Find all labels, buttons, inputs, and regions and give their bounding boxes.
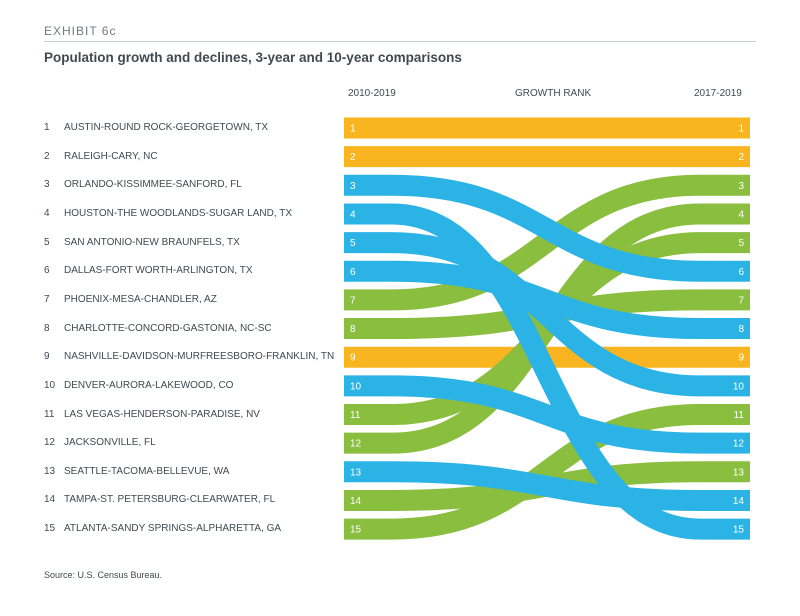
metro-rank: 7: [44, 293, 50, 305]
rank-band-growth: [344, 404, 750, 540]
metro-rank: 2: [44, 150, 50, 162]
right-rank-label: 12: [733, 439, 745, 450]
right-rank-label: 7: [738, 295, 744, 306]
left-rank-label: 12: [350, 439, 362, 450]
source-note: Source: U.S. Census Bureau.: [44, 570, 163, 580]
right-rank-label: 15: [733, 525, 745, 536]
metro-rank: 5: [44, 236, 50, 248]
rank-band-decline: [344, 203, 750, 540]
rank-band-decline: [344, 375, 750, 454]
left-rank-label: 2: [350, 152, 356, 163]
right-rank-label: 9: [738, 353, 744, 364]
right-rank-label: 10: [733, 381, 745, 392]
right-rank-label: 1: [738, 124, 744, 135]
metro-name: RALEIGH-CARY, NC: [64, 150, 158, 162]
metro-rank: 10: [44, 379, 56, 391]
metro-name: CHARLOTTE-CONCORD-GASTONIA, NC-SC: [64, 322, 272, 334]
left-rank-label: 6: [350, 267, 356, 278]
right-rank-label: 5: [738, 238, 744, 249]
metro-rank: 8: [44, 322, 50, 334]
left-rank-label: 4: [350, 209, 356, 220]
center-column-header: GROWTH RANK: [515, 88, 592, 99]
left-rank-label: 11: [350, 410, 361, 421]
left-rank-label: 9: [350, 353, 356, 364]
right-rank-label: 2: [738, 152, 744, 163]
right-rank-label: 11: [734, 410, 745, 421]
rank-band-decline: [344, 260, 750, 340]
metro-rank: 4: [44, 207, 50, 219]
left-rank-label: 15: [350, 525, 362, 536]
left-column-header: 2010-2019: [348, 88, 396, 99]
metro-rank: 11: [44, 408, 55, 420]
right-rank-label: 3: [738, 181, 744, 192]
right-rank-label: 8: [738, 324, 744, 335]
right-rank-label: 6: [738, 267, 744, 278]
metro-name: DALLAS-FORT WORTH-ARLINGTON, TX: [64, 265, 253, 277]
left-rank-label: 3: [350, 181, 356, 192]
header-divider: [44, 41, 756, 42]
metro-name: ORLANDO-KISSIMMEE-SANFORD, FL: [64, 179, 242, 191]
left-rank-label: 7: [350, 295, 356, 306]
right-rank-label: 14: [733, 496, 745, 507]
rank-band-decline: [344, 232, 750, 397]
metro-name: HOUSTON-THE WOODLANDS-SUGAR LAND, TX: [64, 207, 292, 219]
metro-name: SAN ANTONIO-NEW BRAUNFELS, TX: [64, 236, 240, 248]
metro-rank: 9: [44, 351, 50, 363]
left-rank-label: 5: [350, 238, 356, 249]
left-rank-label: 10: [350, 381, 362, 392]
metro-rank: 3: [44, 179, 50, 191]
left-rank-label: 14: [350, 496, 362, 507]
right-column-header: 2017-2019: [694, 88, 742, 99]
metro-name: TAMPA-ST. PETERSBURG-CLEARWATER, FL: [64, 494, 276, 506]
metro-rank: 14: [44, 494, 56, 506]
metro-rank: 13: [44, 465, 56, 477]
metro-name: SEATTLE-TACOMA-BELLEVUE, WA: [64, 465, 230, 477]
left-rank-label: 8: [350, 324, 356, 335]
metro-rank: 1: [44, 122, 50, 133]
metro-rank: 6: [44, 265, 50, 277]
rank-band-decline: [344, 461, 750, 511]
chart-title: Population growth and declines, 3-year a…: [44, 50, 462, 65]
metro-rank: 15: [44, 523, 56, 535]
metro-rank: 12: [44, 437, 56, 449]
rank-band-decline: [344, 174, 750, 282]
metro-name: JACKSONVILLE, FL: [64, 437, 156, 449]
rank-band-growth: [344, 174, 750, 311]
right-rank-label: 4: [738, 209, 744, 220]
left-rank-label: 13: [350, 467, 362, 478]
exhibit-label: EXHIBIT 6c: [44, 24, 117, 38]
metro-name: PHOENIX-MESA-CHANDLER, AZ: [64, 293, 217, 305]
metro-name: DENVER-AURORA-LAKEWOOD, CO: [64, 379, 234, 391]
metro-name: AUSTIN-ROUND ROCK-GEORGETOWN, TX: [64, 122, 269, 133]
metro-name: ATLANTA-SANDY SPRINGS-ALPHARETTA, GA: [64, 523, 282, 535]
rank-band-growth: [344, 203, 750, 454]
left-rank-label: 1: [350, 124, 356, 135]
metro-name: LAS VEGAS-HENDERSON-PARADISE, NV: [64, 408, 260, 420]
right-rank-label: 13: [733, 467, 745, 478]
metro-name: NASHVILLE-DAVIDSON-MURFREESBORO-FRANKLIN…: [64, 351, 335, 363]
